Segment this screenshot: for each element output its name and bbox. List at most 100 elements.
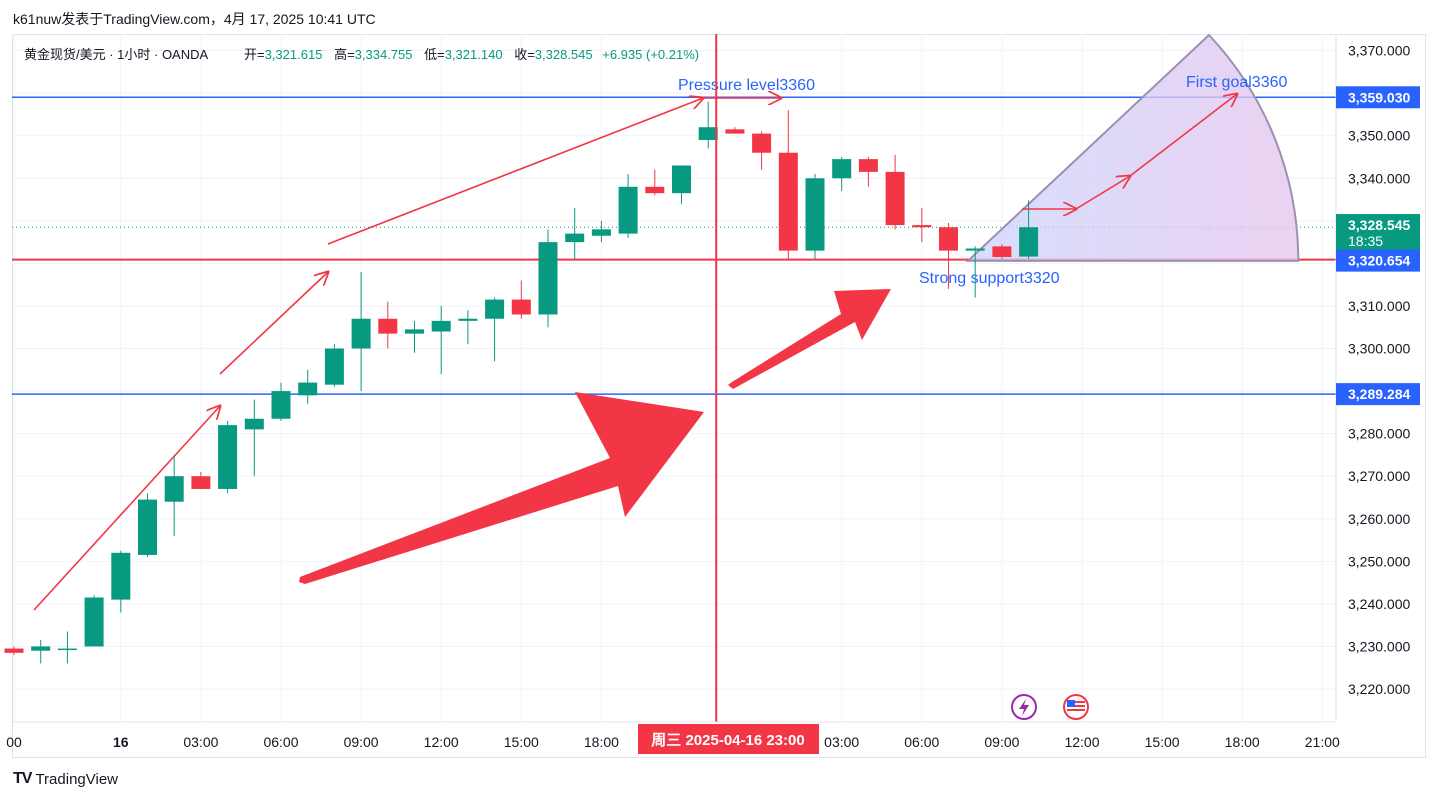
tradingview-brand-text: TradingView [35, 770, 118, 788]
medium-arrow [728, 289, 891, 389]
trend-arrow [33, 406, 220, 611]
trend-arrow [219, 272, 328, 375]
time-tick-label: 12:00 [1064, 734, 1099, 750]
candles [4, 101, 1039, 664]
tradingview-logo-icon: TV [13, 770, 32, 787]
candle-body [298, 382, 318, 396]
price-tick-label: 3,280.000 [1348, 426, 1410, 442]
time-tick-label: 06:00 [263, 734, 298, 750]
time-tick-label: 03:00 [824, 734, 859, 750]
annotation-label: Pressure level3360 [678, 77, 815, 94]
legend-values: 开=3,321.615 高=3,334.755 低=3,321.140 收=3,… [244, 47, 699, 62]
price-tick-label: 3,220.000 [1348, 681, 1410, 697]
big-arrow [299, 392, 704, 584]
candle-body [672, 165, 691, 194]
time-tick-label: 00 [6, 734, 22, 750]
time-tick-label: 12:00 [424, 734, 459, 750]
annotation-label: First goal3360 [1186, 74, 1287, 91]
candle-body [324, 348, 344, 385]
tradingview-logo[interactable]: TV TradingView [13, 770, 118, 788]
time-tick-label: 06:00 [904, 734, 939, 750]
time-tick-label: 18:00 [584, 734, 619, 750]
candle-body [885, 171, 905, 226]
price-tag [1336, 249, 1420, 272]
grid-lines [12, 34, 1336, 722]
candle-body [912, 225, 932, 228]
price-tag-countdown: 18:35 [1348, 233, 1383, 249]
candle-body [965, 248, 985, 251]
trend-arrow [1129, 94, 1237, 177]
trend-arrow [1075, 176, 1130, 210]
price-level-tag-label: 3,289.284 [1348, 386, 1410, 402]
price-tick-label: 3,270.000 [1348, 468, 1410, 484]
candle-body [138, 499, 157, 555]
price-tick-label: 3,370.000 [1348, 43, 1410, 59]
goal-fan-shape[interactable] [965, 33, 1300, 262]
candle-body [992, 246, 1012, 258]
candle-body [858, 159, 878, 172]
candle-body [805, 178, 825, 251]
candle-body [218, 425, 238, 489]
time-tick-label: 21:00 [1305, 734, 1340, 750]
ohlc-legend: 黄金现货/美元 · 1小时 · OANDA 开=3,321.615 高=3,33… [24, 47, 699, 62]
candle-body [832, 159, 852, 179]
candle-body [84, 597, 104, 647]
price-tick-label: 3,260.000 [1348, 511, 1410, 527]
candle-body [244, 418, 264, 430]
chart-frame [12, 34, 1426, 758]
time-tick-label: 15:00 [1145, 734, 1180, 750]
candle-body [4, 648, 24, 653]
candle-body [458, 318, 478, 321]
annotation-label: Strong support3320 [919, 270, 1060, 287]
candle-body [57, 648, 77, 651]
candle-body [1019, 227, 1039, 257]
candle-body [271, 391, 291, 419]
candle-body [31, 646, 51, 651]
candle-body [511, 299, 531, 315]
candle-body [351, 318, 371, 349]
candle-body [111, 552, 131, 600]
price-tick-label: 3,230.000 [1348, 638, 1410, 654]
crosshair-time-tag [638, 724, 819, 754]
candle-body [405, 329, 424, 334]
candle-body [191, 476, 211, 489]
price-tick-label: 3,340.000 [1348, 170, 1410, 186]
us-flag-icon[interactable] [1063, 694, 1089, 720]
price-tick-label: 3,310.000 [1348, 298, 1410, 314]
time-tick-label: 03:00 [183, 734, 218, 750]
price-tick-label: 3,250.000 [1348, 553, 1410, 569]
candle-body [538, 242, 558, 315]
candle-body [778, 152, 798, 251]
price-tag-label: 3,328.545 [1348, 217, 1410, 233]
time-tick-label: 16 [113, 734, 129, 750]
crosshair: 周三 2025-04-16 23:00 [638, 34, 819, 754]
time-tick-label: 09:00 [984, 734, 1019, 750]
time-axis[interactable]: 00 16 03:00 06:00 09:00 12:00 15:00 18:00 03:00 0… [6, 721, 1340, 750]
trend-arrow [327, 98, 703, 245]
price-level-tag-label: 3,359.030 [1348, 89, 1410, 105]
candle-body [939, 227, 958, 251]
time-tick-label: 09:00 [344, 734, 379, 750]
candle-body [164, 476, 184, 502]
legend-symbol: 黄金现货/美元 · 1小时 · OANDA [24, 47, 209, 62]
time-tick-label: 15:00 [504, 734, 539, 750]
price-tick-label: 3,300.000 [1348, 341, 1410, 357]
price-tick-label: 3,350.000 [1348, 128, 1410, 144]
candle-body [645, 186, 665, 194]
candle-body [485, 299, 505, 319]
candle-body [591, 229, 611, 236]
trend-arrows[interactable]: Pressure level3360 Strong support3320 Firs… [33, 74, 1287, 611]
price-tag [1336, 214, 1420, 251]
price-tick-label: 3,240.000 [1348, 596, 1410, 612]
lightning-icon[interactable] [1011, 694, 1037, 720]
price-level-tag [1336, 383, 1420, 406]
candle-body [618, 186, 638, 234]
time-tick-label: 18:00 [1225, 734, 1260, 750]
event-icons[interactable] [1011, 694, 1089, 720]
candle-body [698, 127, 718, 140]
candle-body [431, 320, 451, 332]
candle-body [752, 133, 772, 153]
crosshair-time-label: 周三 2025-04-16 23:00 [651, 732, 804, 749]
price-axis[interactable]: 3,220.000 3,230.000 3,240.000 3,250.000 3,26… [1335, 34, 1420, 722]
